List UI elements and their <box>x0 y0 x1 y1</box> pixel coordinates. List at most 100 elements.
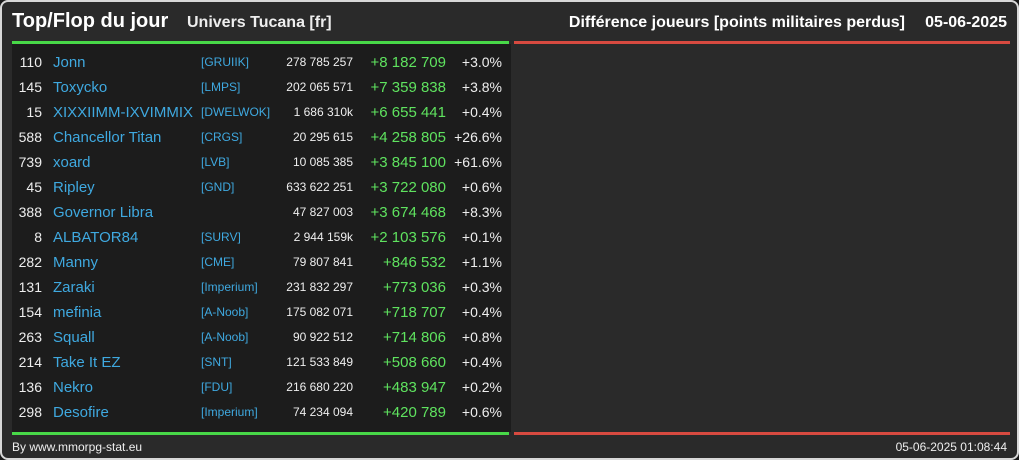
alliance-link[interactable]: [FDU] <box>201 380 233 394</box>
points-difference: +3 845 100 <box>370 154 447 171</box>
points-difference: +2 103 576 <box>370 229 447 246</box>
player-points: 1 686 310k <box>293 105 353 119</box>
alliance-link[interactable]: [CME] <box>201 255 235 269</box>
player-rank: 154 <box>18 304 42 320</box>
percent-change: +3.0% <box>461 54 502 70</box>
percent-change: +0.4% <box>461 304 502 320</box>
top-players-panel: 110 Jonn [GRUIIK] 278 785 257 +8 182 709 +3.0… <box>12 44 511 432</box>
player-points: 633 622 251 <box>286 180 353 194</box>
points-difference: +846 532 <box>383 254 446 271</box>
player-name-link[interactable]: Toxycko <box>53 79 108 96</box>
universe-label: Univers Tucana [fr] <box>187 14 332 31</box>
bottom-divider-green <box>12 432 509 435</box>
list-item: 45 Ripley [GND] 633 622 251 +3 722 080 +0.6% <box>12 175 511 200</box>
top-divider-green <box>12 41 509 44</box>
player-name-link[interactable]: Ripley <box>53 179 95 196</box>
player-name-link[interactable]: Squall <box>53 329 95 346</box>
player-points: 74 234 094 <box>292 405 353 419</box>
player-rank: 388 <box>18 204 42 220</box>
player-rank: 588 <box>18 129 42 145</box>
player-name-link[interactable]: Jonn <box>53 54 86 71</box>
player-name-link[interactable]: Nekro <box>53 379 94 396</box>
points-difference: +483 947 <box>383 379 446 396</box>
player-name-link[interactable]: Zaraki <box>53 279 95 296</box>
player-points: 202 065 571 <box>286 80 353 94</box>
player-rank: 45 <box>26 179 42 195</box>
player-name-link[interactable]: ALBATOR84 <box>53 229 139 246</box>
player-rank: 15 <box>26 104 42 120</box>
player-rank: 298 <box>18 404 42 420</box>
alliance-link[interactable]: [A-Noob] <box>201 330 249 344</box>
list-item: 8 ALBATOR84 [SURV] 2 944 159k +2 103 576 +0.1… <box>12 225 511 250</box>
points-difference: +6 655 441 <box>370 104 447 121</box>
player-rank: 739 <box>18 154 42 170</box>
points-difference: +718 707 <box>383 304 446 321</box>
player-points: 79 807 841 <box>292 255 353 269</box>
player-points: 20 295 615 <box>292 130 353 144</box>
site-credit: By www.mmorpg-stat.eu <box>12 440 143 454</box>
player-name-link[interactable]: Manny <box>53 254 99 271</box>
list-item: 263 Squall [A-Noob] 90 922 512 +714 806 +0.8% <box>12 325 511 350</box>
player-points: 175 082 071 <box>286 305 353 319</box>
player-rank: 282 <box>18 254 42 270</box>
player-points: 2 944 159k <box>293 230 353 244</box>
alliance-link[interactable]: [CRGS] <box>201 130 243 144</box>
metric-title: Différence joueurs [points militaires pe… <box>568 14 905 31</box>
player-name-link[interactable]: Governor Libra <box>53 204 154 221</box>
player-name-link[interactable]: Take It EZ <box>53 354 121 371</box>
player-rank: 136 <box>18 379 42 395</box>
player-rank: 214 <box>18 354 42 370</box>
list-item: 388 Governor Libra 47 827 003 +3 674 468 +8.… <box>12 200 511 225</box>
bottom-divider-red <box>514 432 1010 435</box>
alliance-link[interactable]: [Imperium] <box>201 280 258 294</box>
alliance-link[interactable]: [LMPS] <box>201 80 241 94</box>
alliance-link[interactable]: [A-Noob] <box>201 305 249 319</box>
points-difference: +420 789 <box>383 404 446 421</box>
percent-change: +0.3% <box>461 279 502 295</box>
list-item: 739 xoard [LVB] 10 085 385 +3 845 100 +61.6% <box>12 150 511 175</box>
list-item: 110 Jonn [GRUIIK] 278 785 257 +8 182 709 +3.0… <box>12 50 511 75</box>
alliance-link[interactable]: [Imperium] <box>201 405 258 419</box>
points-difference: +773 036 <box>383 279 446 296</box>
alliance-link[interactable]: [SNT] <box>201 355 232 369</box>
player-points: 231 832 297 <box>286 280 353 294</box>
player-rank: 8 <box>34 229 42 245</box>
player-name-link[interactable]: XIXXIIMM-IXVIMMIX <box>53 104 194 121</box>
player-name-link[interactable]: mefinia <box>53 304 102 321</box>
alliance-link[interactable]: [LVB] <box>201 155 230 169</box>
points-difference: +4 258 805 <box>370 129 447 146</box>
alliance-link[interactable]: [GRUIIK] <box>201 55 250 69</box>
points-difference: +714 806 <box>383 329 446 346</box>
points-difference: +7 359 838 <box>370 79 447 96</box>
list-item: 131 Zaraki [Imperium] 231 832 297 +773 036 +0… <box>12 275 511 300</box>
list-item: 15 XIXXIIMM-IXVIMMIX [DWELWOK] 1 686 310k +6… <box>12 100 511 125</box>
top-divider-red <box>514 41 1010 44</box>
generated-timestamp: 05-06-2025 01:08:44 <box>895 440 1007 454</box>
player-name-link[interactable]: xoard <box>53 154 91 171</box>
list-item: 154 mefinia [A-Noob] 175 082 071 +718 707 +0.… <box>12 300 511 325</box>
points-difference: +508 660 <box>383 354 446 371</box>
percent-change: +0.6% <box>461 404 502 420</box>
points-difference: +3 722 080 <box>370 179 447 196</box>
player-name-link[interactable]: Chancellor Titan <box>53 129 162 146</box>
list-item: 145 Toxycko [LMPS] 202 065 571 +7 359 838 +3.… <box>12 75 511 100</box>
top-players-list: 110 Jonn [GRUIIK] 278 785 257 +8 182 709 +3.0… <box>12 50 511 425</box>
player-points: 121 533 849 <box>286 355 353 369</box>
percent-change: +8.3% <box>461 204 502 220</box>
percent-change: +26.6% <box>454 129 502 145</box>
percent-change: +0.1% <box>461 229 502 245</box>
player-points: 47 827 003 <box>292 205 353 219</box>
player-rank: 145 <box>18 79 42 95</box>
points-difference: +8 182 709 <box>370 54 447 71</box>
percent-change: +61.6% <box>454 154 502 170</box>
player-name-link[interactable]: Desofire <box>53 404 109 421</box>
alliance-link[interactable]: [SURV] <box>201 230 241 244</box>
alliance-link[interactable]: [DWELWOK] <box>201 105 271 119</box>
alliance-link[interactable]: [GND] <box>201 180 235 194</box>
list-item: 214 Take It EZ [SNT] 121 533 849 +508 660 +0.… <box>12 350 511 375</box>
percent-change: +0.4% <box>461 354 502 370</box>
player-points: 90 922 512 <box>292 330 353 344</box>
list-item: 588 Chancellor Titan [CRGS] 20 295 615 +4 25… <box>12 125 511 150</box>
percent-change: +0.2% <box>461 379 502 395</box>
